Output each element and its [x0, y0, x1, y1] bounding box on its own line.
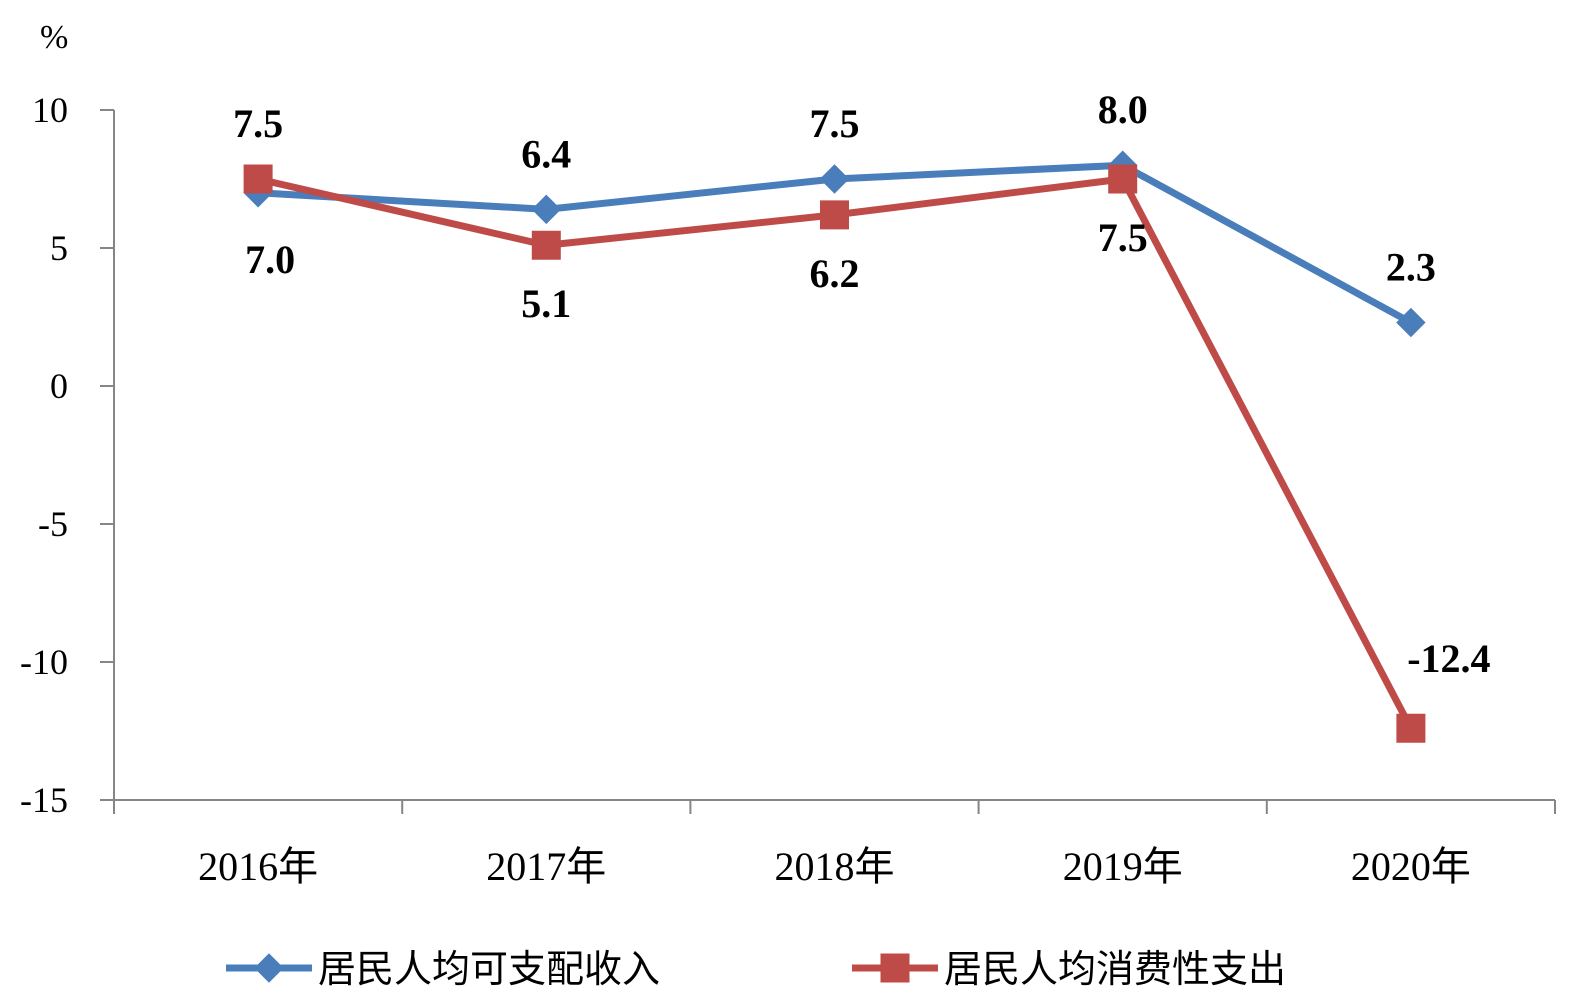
y-tick-labels: 10 5 0 -5 -10 -15 [20, 90, 68, 820]
series-2 [243, 164, 1426, 743]
square-marker [243, 164, 273, 194]
y-tick-label: 0 [50, 366, 68, 406]
data-label-expense: 7.5 [1098, 215, 1148, 260]
data-label-expense: 7.5 [233, 101, 283, 146]
legend-swatch-marker [880, 953, 910, 983]
legend-swatch-marker [254, 953, 284, 983]
x-category-label: 2020年 [1351, 844, 1471, 889]
data-label-expense: 6.2 [810, 251, 860, 296]
data-label-expense: -12.4 [1407, 636, 1490, 681]
square-marker [820, 200, 849, 230]
square-marker [1396, 713, 1426, 743]
x-category-label: 2019年 [1063, 844, 1183, 889]
x-category-label: 2017年 [486, 844, 606, 889]
x-category-labels: 2016年 2017年 2018年 2019年 2020年 [198, 844, 1471, 889]
axes [100, 109, 1556, 814]
y-tick-label: -5 [38, 504, 68, 544]
diamond-marker [819, 164, 850, 194]
y-tick-label: -15 [20, 780, 68, 820]
y-tick-label: -10 [20, 642, 68, 682]
square-marker [1108, 164, 1138, 194]
y-tick-label: 10 [32, 90, 68, 130]
data-label-income: 6.4 [521, 131, 571, 176]
y-tick-label: 5 [50, 228, 68, 268]
data-label-income: 7.0 [245, 237, 295, 282]
series-layer [243, 150, 1426, 743]
y-axis-unit-label: % [40, 19, 68, 56]
legend: 居民人均可支配收入 居民人均消费性支出 [226, 947, 1286, 991]
series-1 [243, 150, 1426, 338]
data-label-expense: 5.1 [521, 281, 571, 326]
data-label-income: 2.3 [1386, 245, 1436, 290]
x-category-label: 2016年 [198, 844, 318, 889]
square-marker [531, 230, 561, 260]
diamond-marker [531, 194, 562, 225]
x-category-label: 2018年 [775, 844, 895, 889]
data-label-income: 8.0 [1098, 87, 1148, 132]
legend-item-1: 居民人均可支配收入 [226, 947, 660, 991]
legend-item-2: 居民人均消费性支出 [852, 947, 1286, 991]
diamond-marker [1396, 307, 1426, 338]
data-label-income: 7.5 [810, 101, 860, 146]
legend-label: 居民人均消费性支出 [944, 947, 1286, 991]
legend-label: 居民人均可支配收入 [318, 947, 660, 991]
data-labels: 7.0 6.4 7.5 8.0 2.3 7.5 5.1 6.2 7.5 -12.4 [233, 87, 1490, 681]
